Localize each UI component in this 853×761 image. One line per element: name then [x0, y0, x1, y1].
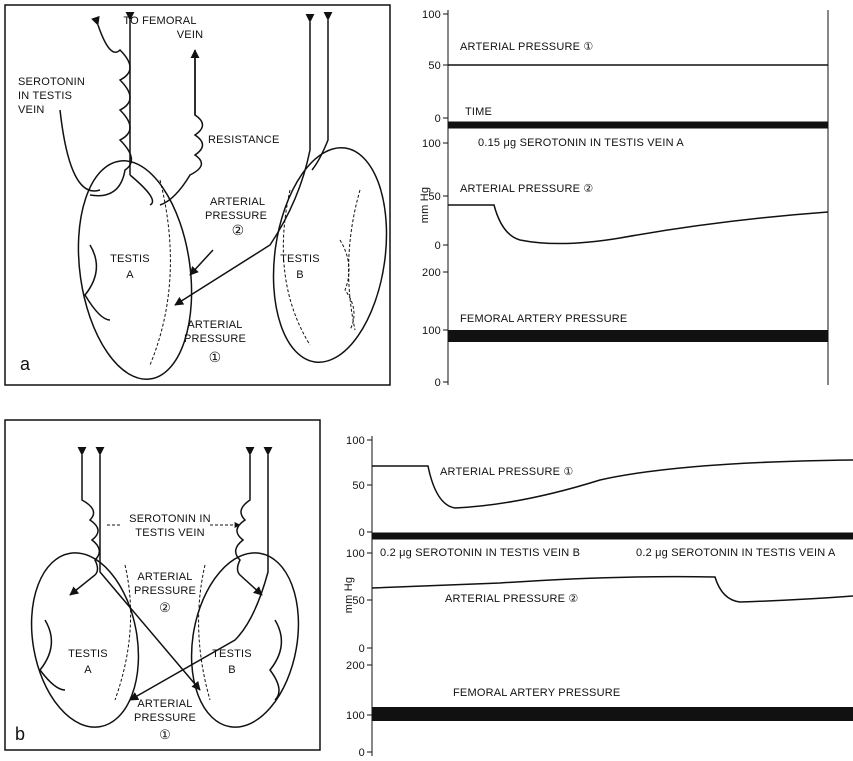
- resistance-vein: [160, 55, 203, 205]
- label: B: [296, 269, 304, 281]
- panel-a-traces: mm Hg ARTERIAL PRESSURE ① TIME 0.15 μg S…: [419, 9, 828, 389]
- label: TESTIS: [212, 648, 252, 660]
- y-tick-label: 50: [428, 60, 441, 72]
- y-tick-label: 100: [346, 548, 365, 560]
- trace-label: ARTERIAL PRESSURE ①: [440, 466, 573, 478]
- panel-letter: a: [20, 354, 31, 374]
- label: TESTIS: [110, 253, 150, 265]
- vein: [312, 20, 328, 170]
- label: SEROTONIN: [18, 76, 85, 88]
- trace-label: FEMORAL ARTERY PRESSURE: [460, 313, 627, 325]
- vein-coil: [70, 455, 99, 595]
- panel-letter: b: [15, 724, 25, 744]
- trace-label: 0.2 μg SEROTONIN IN TESTIS VEIN B: [380, 547, 580, 559]
- testis-a: [19, 544, 152, 735]
- panel-a-diagram: TO FEMORAL VEIN SEROTONIN IN TESTIS VEIN…: [5, 5, 399, 387]
- label: A: [84, 664, 92, 676]
- page: {"panel_a": {"letter": "a", "diagram": {…: [0, 0, 853, 761]
- label: VEIN: [177, 29, 203, 41]
- y-tick-label: 50: [352, 595, 365, 607]
- trace-label: 0.15 μg SEROTONIN IN TESTIS VEIN A: [478, 137, 684, 149]
- label: TESTIS: [68, 648, 108, 660]
- trace-label: 0.2 μg SEROTONIN IN TESTIS VEIN A: [636, 547, 836, 559]
- vein-coil: [90, 25, 131, 196]
- label: SEROTONIN IN: [129, 513, 211, 525]
- artery: [130, 20, 153, 205]
- vessel: [283, 190, 310, 345]
- label: ARTERIAL: [137, 571, 192, 583]
- label: ①: [159, 727, 171, 742]
- trace-label: ARTERIAL PRESSURE ②: [445, 593, 578, 605]
- y-tick-label: 0: [435, 377, 441, 389]
- trace-label: FEMORAL ARTERY PRESSURE: [453, 687, 620, 699]
- y-tick-label: 0: [435, 240, 441, 252]
- label: PRESSURE: [134, 585, 196, 597]
- label: VEIN: [18, 104, 44, 116]
- label: TESTIS: [280, 253, 320, 265]
- y-tick-label: 100: [422, 9, 441, 21]
- label: ARTERIAL: [137, 698, 192, 710]
- y-tick-label: 0: [359, 643, 365, 655]
- figure: TO FEMORAL VEIN SEROTONIN IN TESTIS VEIN…: [0, 0, 853, 756]
- vessel: [349, 190, 360, 330]
- pointer: [190, 250, 213, 275]
- y-tick-label: 0: [359, 527, 365, 539]
- label: PRESSURE: [184, 333, 246, 345]
- panel-b-traces: mm Hg ARTERIAL PRESSURE ① 0.2 μg SEROTON…: [343, 435, 853, 756]
- label: A: [126, 269, 134, 281]
- label: ②: [232, 222, 245, 238]
- y-tick-label: 0: [359, 747, 365, 756]
- label: ②: [159, 600, 171, 615]
- tubule: [270, 620, 281, 700]
- y-tick-label: 100: [346, 710, 365, 722]
- tubule: [85, 245, 110, 320]
- panel-b-diagram: SEROTONIN IN TESTIS VEIN ARTERIAL PRESSU…: [5, 420, 320, 750]
- tubule: [340, 240, 354, 330]
- testis-b: [179, 544, 312, 735]
- label: B: [228, 664, 236, 676]
- label: PRESSURE: [134, 712, 196, 724]
- y-tick-label: 100: [422, 325, 441, 337]
- y-tick-label: 100: [422, 138, 441, 150]
- y-tick-label: 0: [435, 113, 441, 125]
- y-tick-label: 50: [352, 480, 365, 492]
- vessel: [115, 565, 131, 700]
- y-tick-label: 100: [346, 435, 365, 447]
- trace-label: TIME: [465, 106, 492, 118]
- label: RESISTANCE: [208, 134, 279, 146]
- trace-label: ARTERIAL PRESSURE ②: [460, 183, 593, 195]
- tubule: [40, 620, 65, 690]
- label: ARTERIAL: [210, 196, 265, 208]
- label: ARTERIAL: [187, 319, 242, 331]
- y-tick-label: 200: [346, 660, 365, 672]
- trace-label: ARTERIAL PRESSURE ①: [460, 41, 593, 53]
- y-tick-label: 50: [428, 191, 441, 203]
- vessel: [150, 180, 170, 365]
- trace: [448, 205, 828, 244]
- label: PRESSURE: [205, 210, 267, 222]
- pointer: [60, 110, 100, 191]
- label: TESTIS VEIN: [135, 527, 204, 539]
- label: IN TESTIS: [18, 90, 72, 102]
- vein-coil: [236, 455, 262, 595]
- label: TO FEMORAL: [123, 15, 196, 27]
- label: ①: [209, 349, 222, 365]
- y-tick-label: 200: [422, 267, 441, 279]
- vessel: [199, 565, 210, 700]
